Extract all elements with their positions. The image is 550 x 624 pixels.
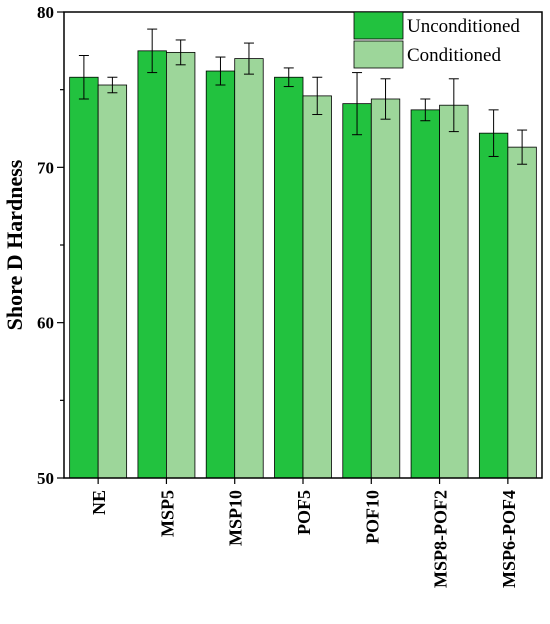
error-bar-conditioned-ne	[107, 76, 118, 94]
y-tick-label-60: 60	[37, 314, 54, 333]
bar-unconditioned-msp8-pof2	[410, 109, 440, 479]
error-bar-unconditioned-msp10	[215, 56, 226, 86]
legend: Unconditioned Conditioned	[353, 11, 520, 69]
bar-conditioned-ne	[97, 84, 128, 479]
x-tick-label-msp6-pof4: MSP6-POF4	[499, 490, 519, 588]
x-tick-label-msp5: MSP5	[157, 490, 177, 537]
legend-item-unconditioned: Unconditioned	[353, 11, 520, 40]
bar-unconditioned-msp5	[137, 50, 167, 479]
x-tick-label-pof5: POF5	[294, 490, 314, 535]
x-tick-label-msp10: MSP10	[226, 490, 246, 546]
error-bar-conditioned-pof10	[380, 78, 391, 120]
bar-conditioned-pof10	[370, 98, 401, 479]
error-bar-unconditioned-pof10	[352, 72, 363, 136]
error-bar-conditioned-msp10	[243, 42, 254, 75]
error-bar-unconditioned-pof5	[283, 67, 294, 88]
y-tick-label-70: 70	[37, 158, 54, 177]
bars-layer	[69, 50, 537, 479]
error-bar-conditioned-msp8-pof2	[448, 78, 459, 133]
legend-swatch-conditioned	[353, 40, 404, 69]
x-tick-label-msp8-pof2: MSP8-POF2	[431, 490, 451, 588]
bar-unconditioned-msp10	[205, 70, 236, 479]
bar-conditioned-msp8-pof2	[439, 104, 469, 479]
bar-unconditioned-pof10	[342, 103, 372, 479]
bar-conditioned-msp5	[166, 51, 196, 479]
legend-swatch-unconditioned	[353, 11, 404, 40]
error-bar-unconditioned-ne	[78, 54, 89, 100]
y-axis-label: Shore D Hardness	[2, 159, 27, 330]
legend-label-conditioned: Conditioned	[407, 45, 501, 66]
bar-unconditioned-ne	[69, 76, 99, 479]
bar-unconditioned-msp6-pof4	[478, 132, 509, 479]
error-bar-conditioned-msp5	[175, 39, 186, 66]
error-bar-unconditioned-msp8-pof2	[420, 98, 431, 122]
error-bars-layer	[78, 28, 528, 165]
x-tick-label-ne: NE	[89, 490, 109, 515]
bar-unconditioned-pof5	[274, 76, 304, 479]
error-bar-unconditioned-msp5	[147, 28, 158, 74]
bar-conditioned-msp10	[234, 58, 264, 479]
legend-label-unconditioned: Unconditioned	[407, 16, 520, 37]
legend-item-conditioned: Conditioned	[353, 40, 501, 69]
y-tick-label-50: 50	[37, 469, 54, 488]
error-bar-conditioned-msp6-pof4	[517, 129, 528, 165]
error-bar-conditioned-pof5	[312, 76, 323, 116]
axes-layer: NE MSP5 MSP10 POF5 POF10 MSP8-POF2 MSP6-POF4 50…	[37, 3, 543, 588]
y-tick-label-80: 80	[37, 3, 54, 22]
error-bar-unconditioned-msp6-pof4	[488, 109, 499, 157]
bar-conditioned-pof5	[302, 95, 332, 479]
bar-conditioned-msp6-pof4	[507, 146, 537, 479]
x-tick-label-pof10: POF10	[362, 490, 382, 544]
